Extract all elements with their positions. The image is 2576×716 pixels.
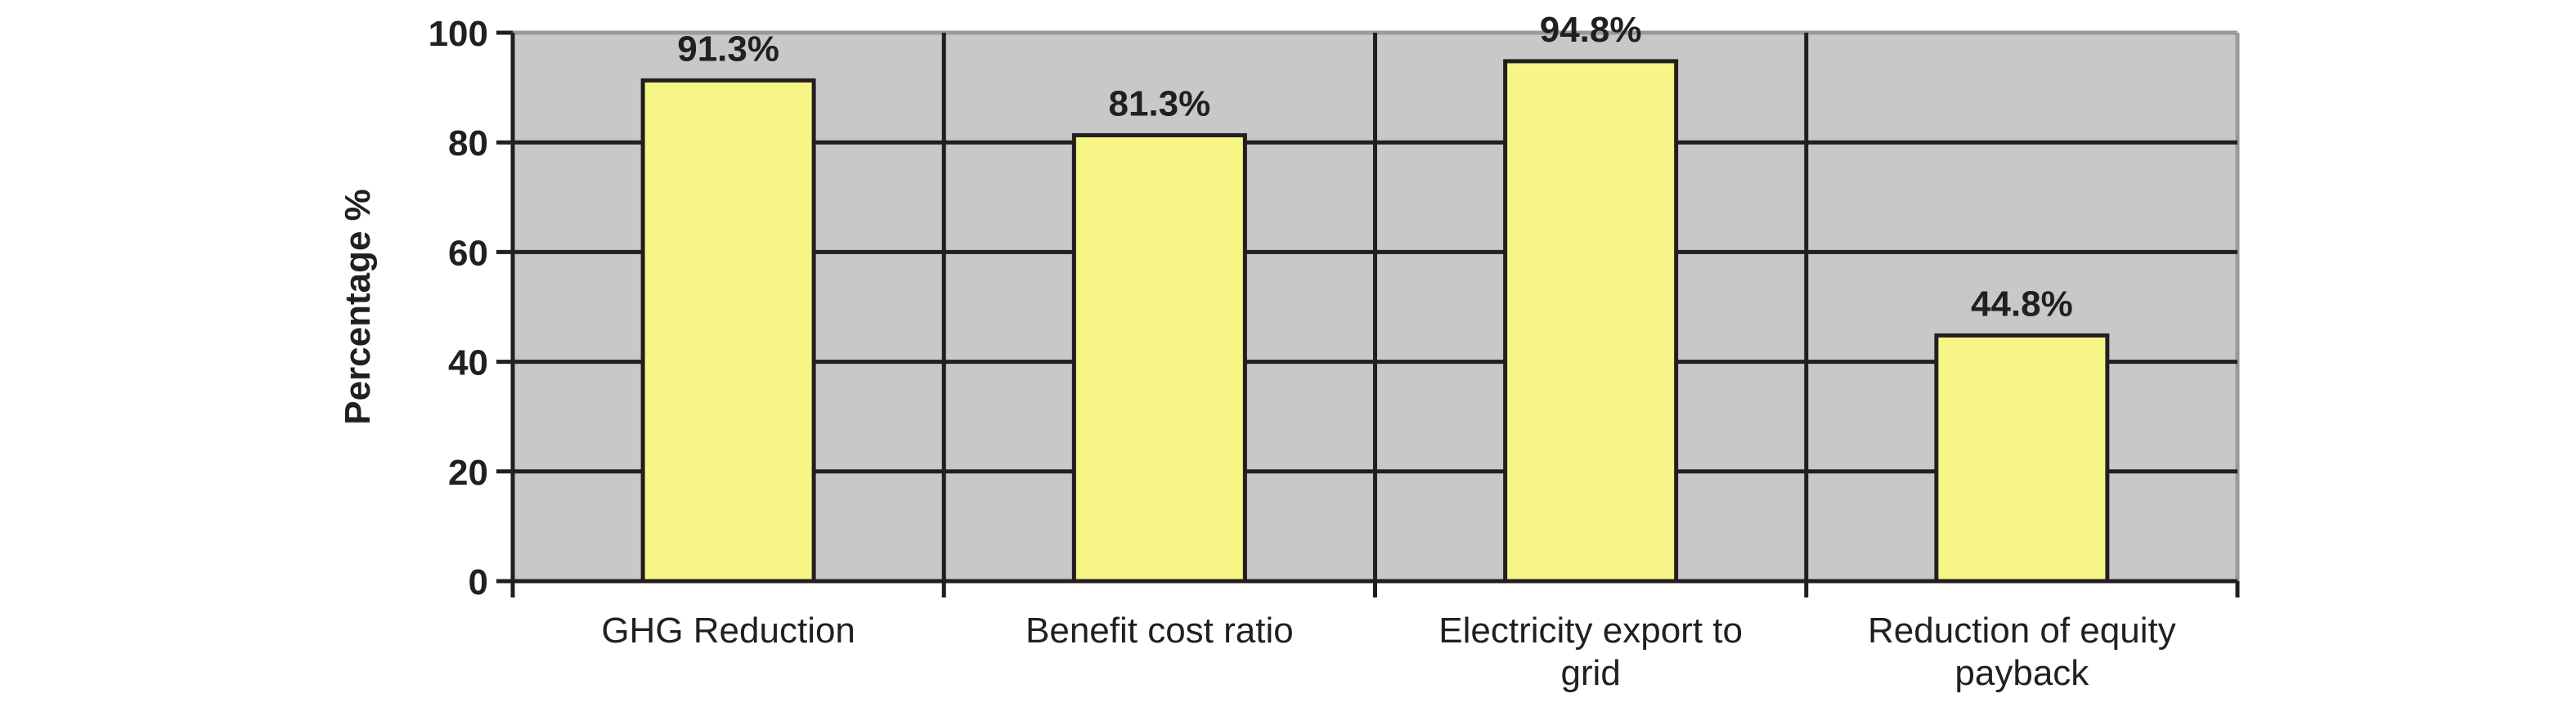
y-tick-label: 40 — [448, 343, 488, 383]
x-tick-label: grid — [1560, 653, 1620, 693]
data-label: 81.3% — [1108, 83, 1210, 123]
x-tick-label: Electricity export to — [1438, 611, 1743, 651]
data-label: 44.8% — [1971, 284, 2073, 324]
x-tick-label: Benefit cost ratio — [1025, 611, 1294, 651]
x-tick-label: GHG Reduction — [601, 611, 855, 651]
data-label: 91.3% — [677, 29, 779, 69]
bar — [1503, 59, 1679, 584]
y-axis-label: Percentage % — [338, 189, 378, 425]
x-tick-label: Reduction of equity — [1868, 611, 2176, 651]
x-tick-label: payback — [1954, 653, 2089, 693]
bar — [1934, 333, 2110, 584]
y-tick-label: 20 — [448, 453, 488, 493]
y-tick-label: 0 — [469, 562, 488, 602]
bar — [1071, 132, 1247, 584]
data-label: 94.8% — [1540, 10, 1642, 50]
bar — [640, 78, 816, 584]
y-tick-label: 80 — [448, 123, 488, 163]
y-tick-label: 60 — [448, 233, 488, 273]
y-tick-label: 100 — [429, 14, 488, 54]
